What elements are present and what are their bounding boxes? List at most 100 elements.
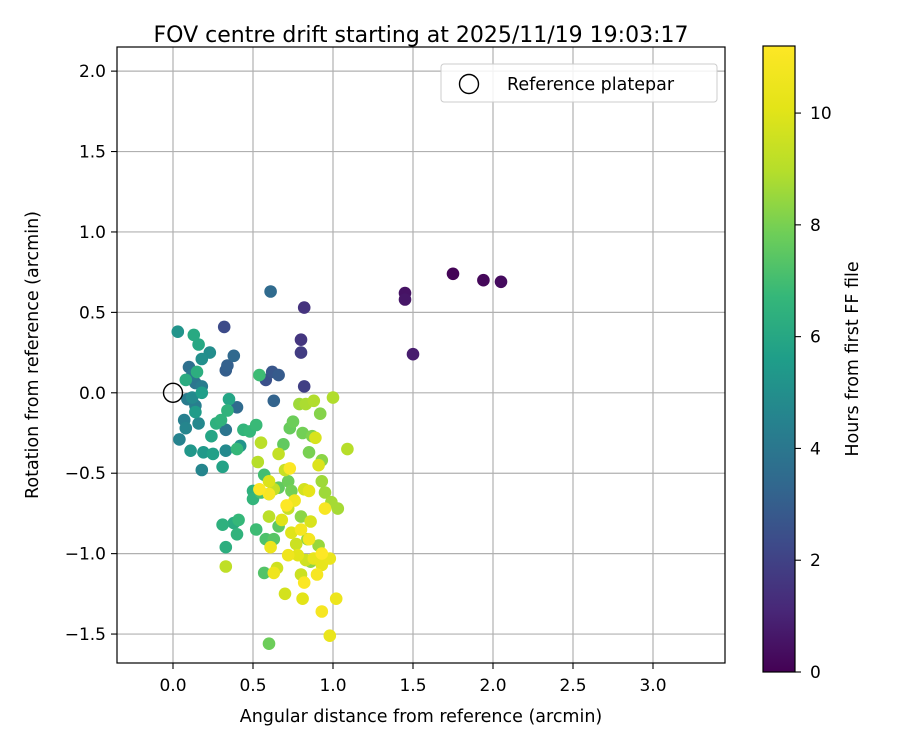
data-point <box>171 325 185 339</box>
x-tick-label: 0.0 <box>159 676 186 696</box>
data-point <box>285 484 298 498</box>
data-point <box>281 548 295 562</box>
data-point <box>294 346 308 359</box>
data-point <box>398 293 412 306</box>
y-tick-label: 0.0 <box>79 384 106 404</box>
data-point <box>280 499 293 512</box>
colorbar-ticks: 0 2 4 6 8 10 <box>795 104 832 683</box>
data-point <box>214 413 228 427</box>
x-tick-label: 0.5 <box>239 676 266 696</box>
colorbar-tick-label: 4 <box>810 439 821 459</box>
data-point <box>309 431 322 445</box>
data-point <box>221 359 234 372</box>
legend-box <box>440 63 718 103</box>
data-point <box>190 365 204 379</box>
x-tick-label: 2.5 <box>559 676 586 696</box>
data-point <box>189 405 202 419</box>
data-point <box>283 462 297 475</box>
data-point <box>192 338 205 351</box>
data-point <box>219 540 233 554</box>
data-point <box>179 373 193 387</box>
legend-label: Reference platepar <box>507 75 675 95</box>
y-tick-label: 1.0 <box>79 223 106 243</box>
data-point <box>195 352 209 366</box>
data-point <box>331 502 345 515</box>
data-point <box>302 446 316 459</box>
data-points <box>171 267 508 650</box>
data-point <box>494 275 508 289</box>
y-axis-ticks: −1.5 −1.0 −0.5 0.0 0.5 1.0 1.5 2.0 <box>65 62 117 645</box>
data-point <box>192 417 205 430</box>
colorbar-tick-label: 0 <box>810 663 821 683</box>
legend: Reference platepar <box>440 63 718 103</box>
data-point <box>249 523 263 536</box>
colorbar: 0 2 4 6 8 10 Hours from first FF file <box>762 45 863 683</box>
data-point <box>216 518 229 531</box>
data-point <box>310 568 324 581</box>
data-point <box>254 436 268 450</box>
legend-marker-icon <box>458 73 480 95</box>
data-point <box>249 418 263 432</box>
data-point <box>257 566 271 580</box>
data-point <box>267 566 281 580</box>
data-point <box>232 513 245 527</box>
data-point <box>278 587 292 601</box>
data-point <box>251 455 265 469</box>
data-point <box>302 532 316 546</box>
x-axis-label: Angular distance from reference (arcmin) <box>240 707 603 727</box>
data-point <box>205 429 218 443</box>
data-point <box>297 301 311 314</box>
data-point <box>230 401 244 414</box>
data-point <box>253 483 266 496</box>
y-tick-label: −1.5 <box>65 625 106 645</box>
y-tick-label: −0.5 <box>65 464 106 484</box>
data-point <box>307 394 321 408</box>
x-tick-label: 1.5 <box>399 676 426 696</box>
y-tick-label: −1.0 <box>65 545 106 565</box>
y-axis-label: Rotation from reference (arcmin) <box>23 211 43 499</box>
data-point <box>262 510 276 523</box>
data-point <box>216 460 229 474</box>
colorbar-tick-label: 2 <box>810 551 821 571</box>
plot-area: 0.0 0.5 1.0 1.5 2.0 2.5 3.0 −1.5 −1.0 −0.5 0.0 0.5… <box>65 46 726 696</box>
data-point <box>446 267 460 281</box>
data-point <box>294 523 308 536</box>
data-point <box>227 349 241 363</box>
data-point <box>341 442 354 456</box>
data-point <box>296 592 309 605</box>
data-point <box>272 447 285 461</box>
data-point <box>302 484 316 498</box>
x-axis-ticks: 0.0 0.5 1.0 1.5 2.0 2.5 3.0 <box>159 663 667 696</box>
colorbar-tick-label: 10 <box>810 104 832 124</box>
x-tick-label: 1.0 <box>319 676 346 696</box>
data-point <box>219 444 233 458</box>
data-point <box>313 407 327 421</box>
data-point <box>318 486 332 499</box>
data-point <box>296 426 309 440</box>
data-point <box>297 380 311 393</box>
data-point <box>315 475 329 488</box>
data-point <box>289 537 303 551</box>
data-point <box>179 421 193 435</box>
data-point <box>185 391 199 404</box>
data-point <box>326 391 340 404</box>
plot-frame <box>116 46 726 664</box>
data-point <box>329 592 343 605</box>
data-point <box>262 637 276 650</box>
data-point <box>312 458 325 472</box>
data-point <box>219 560 233 573</box>
x-tick-label: 2.0 <box>479 676 506 696</box>
data-point <box>230 442 244 456</box>
data-point <box>277 438 290 451</box>
data-point <box>262 475 276 488</box>
data-point <box>262 487 276 501</box>
data-point <box>195 386 209 400</box>
reference-platepar-marker <box>162 382 184 403</box>
data-point <box>297 576 311 589</box>
data-point <box>315 605 329 618</box>
data-point <box>206 447 220 461</box>
data-point <box>217 320 231 334</box>
data-point <box>291 548 305 562</box>
